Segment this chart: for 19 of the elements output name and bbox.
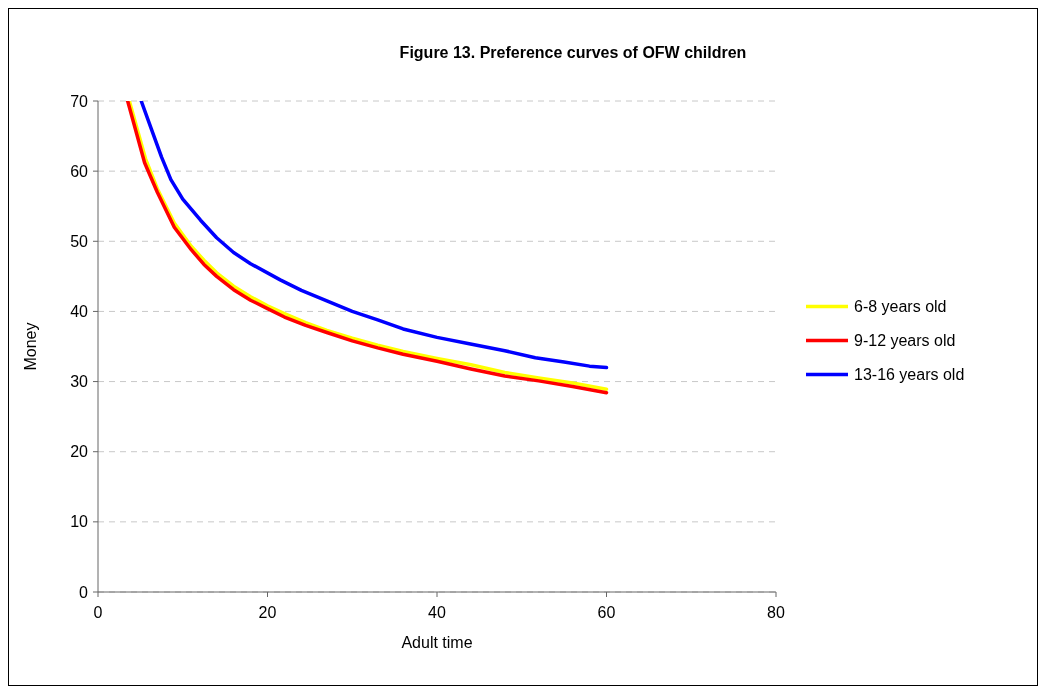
y-tick-label: 30 <box>70 373 89 391</box>
y-tick-label: 10 <box>70 513 89 531</box>
x-axis-title: Adult time <box>401 634 473 651</box>
legend-label: 9-12 years old <box>854 332 956 350</box>
y-axis-title: Money <box>22 322 39 371</box>
x-tick-label: 80 <box>767 604 785 621</box>
legend-label: 13-16 years old <box>854 366 965 384</box>
chart-title: Figure 13. Preference curves of OFW children <box>399 44 747 61</box>
y-tick-label: 70 <box>70 92 89 110</box>
y-tick-label: 60 <box>70 162 89 180</box>
x-tick-label: 20 <box>258 604 277 621</box>
x-tick-label: 60 <box>597 604 616 621</box>
y-tick-label: 40 <box>70 303 89 321</box>
y-tick-label: 50 <box>70 232 89 250</box>
x-tick-label: 0 <box>93 604 103 621</box>
y-tick-label: 20 <box>70 443 89 461</box>
y-tick-label: 0 <box>79 583 89 601</box>
x-tick-label: 40 <box>428 604 446 621</box>
legend-label: 6-8 years old <box>854 298 947 316</box>
